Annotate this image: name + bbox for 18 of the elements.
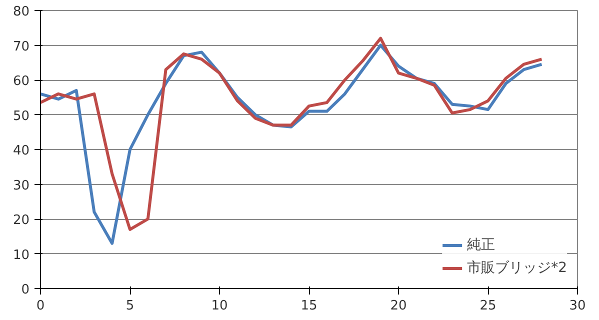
- x-tick-label: 10: [211, 298, 228, 314]
- y-tick-label: 0: [21, 282, 30, 298]
- y-tick-label: 70: [12, 39, 30, 54]
- y-tick-label: 40: [12, 144, 30, 158]
- y-tick-label: 30: [12, 178, 30, 194]
- y-tick-label: 10: [12, 248, 30, 263]
- y-tick-label: 80: [12, 4, 30, 20]
- x-tick-label: 15: [300, 298, 318, 314]
- x-tick-label: 30: [569, 298, 586, 314]
- y-tick-label: 60: [12, 74, 30, 89]
- legend-label: 市販ブリッジ*2: [467, 259, 567, 277]
- y-tick-label: 50: [12, 108, 30, 124]
- x-tick-label: 5: [126, 298, 134, 314]
- y-tick-label: 20: [12, 213, 30, 228]
- legend-label: 純正: [467, 236, 496, 254]
- x-tick-label: 25: [480, 298, 496, 314]
- x-tick-label: 20: [390, 298, 407, 314]
- x-tick-label: 0: [36, 298, 45, 314]
